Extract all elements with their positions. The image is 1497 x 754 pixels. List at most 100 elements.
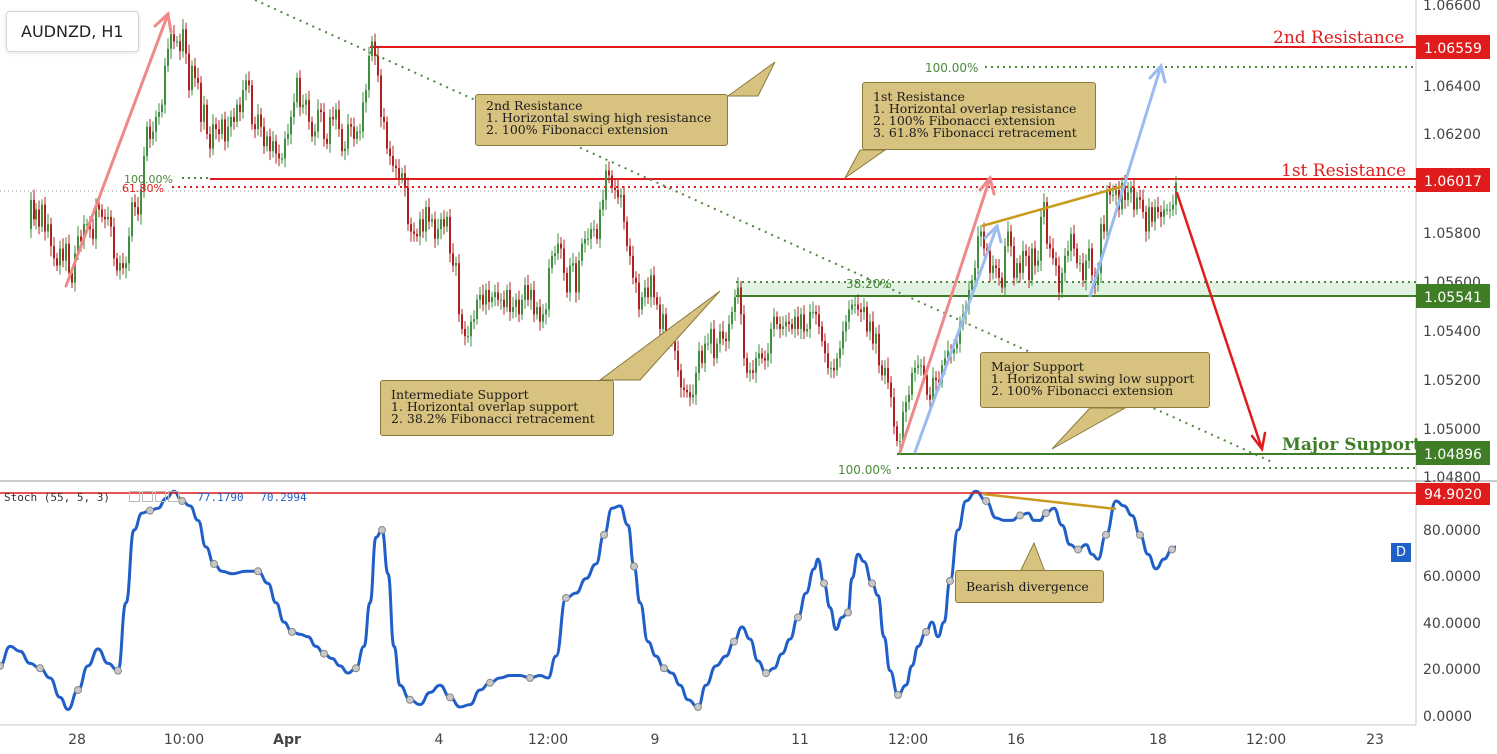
candle-body xyxy=(1154,207,1156,222)
stoch-tag[interactable]: 94.9020 xyxy=(1416,483,1490,505)
note-line: 1st Resistance xyxy=(873,89,965,104)
blue-arrow-1[interactable] xyxy=(913,223,1003,454)
major-support-note: Major Support 1. Horizontal swing low su… xyxy=(980,352,1210,408)
d-badge[interactable]: D xyxy=(1391,543,1411,562)
candle-body xyxy=(518,299,520,315)
price-tag-intermediate-support[interactable]: 1.05541 xyxy=(1416,284,1490,308)
candle-body xyxy=(1115,190,1117,195)
divergence-note: Bearish divergence xyxy=(955,570,1104,603)
fib-618-label: 61.80% xyxy=(122,182,164,195)
candle-body xyxy=(839,348,841,359)
candle-body xyxy=(776,316,778,325)
candle-body xyxy=(50,224,52,247)
candle-body xyxy=(368,56,370,91)
candle-body xyxy=(428,207,430,222)
candle-body xyxy=(230,116,232,127)
candle-body xyxy=(1025,250,1027,256)
candle-body xyxy=(524,285,526,300)
candle-body xyxy=(140,190,142,215)
settings-icon[interactable] xyxy=(141,491,153,502)
candle-body xyxy=(335,109,337,120)
candle-body xyxy=(356,131,358,139)
intermediate-support-note: Intermediate Support 1. Horizontal overl… xyxy=(380,380,614,436)
candle-body xyxy=(251,85,253,125)
candle-body xyxy=(701,350,703,364)
stoch-k-value: 77.1790 xyxy=(197,491,244,504)
stoch-marker xyxy=(694,703,702,712)
note-line: 2. 100% Fibonacci extension xyxy=(991,383,1174,398)
symbol-label[interactable]: AUDNZD, H1 xyxy=(6,11,139,52)
candle-body xyxy=(338,109,340,130)
wedge-upper-line[interactable] xyxy=(981,184,1125,228)
candle-body xyxy=(854,304,856,306)
stoch-marker xyxy=(1074,545,1082,554)
candle-body xyxy=(746,358,748,373)
candle-body xyxy=(1085,260,1087,281)
blue-arrow-2[interactable] xyxy=(1088,62,1167,298)
price-tag-first-resistance[interactable]: 1.06017 xyxy=(1416,168,1490,192)
stoch-legend[interactable]: Stoch (55, 5, 3) 77.1790 70.2994 xyxy=(4,491,307,504)
projected-down-arrow[interactable] xyxy=(1175,191,1267,452)
stoch-marker xyxy=(1042,509,1050,518)
candle-body xyxy=(152,131,154,139)
time-axis: 28 10:00 Apr 4 12:00 9 11 12:00 16 18 12… xyxy=(68,732,1384,748)
candle-body xyxy=(212,124,214,149)
candle-body xyxy=(362,102,364,132)
candle-body xyxy=(797,316,799,329)
price-tag-major-support[interactable]: 1.04896 xyxy=(1416,441,1490,465)
candle-body xyxy=(602,199,604,210)
candle-body xyxy=(215,124,217,130)
candle-body xyxy=(1049,243,1051,249)
note-line: 2. 38.2% Fibonacci retracement xyxy=(391,411,595,426)
price-tick: 1.05000 xyxy=(1423,422,1481,438)
candle-body xyxy=(575,263,577,293)
candle-body xyxy=(173,34,175,42)
candle-body xyxy=(398,168,400,178)
close-icon[interactable] xyxy=(154,491,166,502)
candle-body xyxy=(710,328,712,344)
note-line: 1. Horizontal swing low support xyxy=(991,371,1195,386)
stoch-marker xyxy=(210,560,218,568)
candle-body xyxy=(740,287,742,315)
candle-body xyxy=(1109,190,1111,195)
stoch-marker xyxy=(486,678,494,687)
eye-icon[interactable] xyxy=(128,491,140,502)
candle-body xyxy=(350,124,352,127)
candle-body xyxy=(539,307,541,322)
candle-body xyxy=(416,233,418,237)
price-tick: 1.05400 xyxy=(1423,324,1481,340)
candle-body xyxy=(218,129,220,135)
candlestick-series xyxy=(30,19,1177,451)
candle-body xyxy=(1067,250,1069,256)
candle-body xyxy=(626,221,628,247)
candle-body xyxy=(449,216,451,254)
stoch-marker xyxy=(762,669,770,678)
candle-body xyxy=(341,129,343,152)
price-tag-text: 1.06559 xyxy=(1424,41,1482,57)
candle-body xyxy=(104,216,106,220)
candle-body xyxy=(446,216,448,227)
pink-arrow-1[interactable] xyxy=(64,11,173,288)
candle-body xyxy=(182,29,184,52)
stoch-marker xyxy=(114,666,122,675)
candle-body xyxy=(476,299,478,320)
note-line: 2nd Resistance xyxy=(486,98,583,113)
price-tag-second-resistance[interactable]: 1.06559 xyxy=(1416,35,1490,59)
stoch-legend-buttons[interactable] xyxy=(128,491,181,504)
first-resistance-note: 1st Resistance 1. Horizontal overlap res… xyxy=(862,82,1096,150)
candle-body xyxy=(887,367,889,383)
candle-body xyxy=(512,307,514,312)
more-icon[interactable] xyxy=(167,491,179,502)
second-resistance-label: 2nd Resistance xyxy=(1273,28,1405,48)
candle-body xyxy=(899,441,901,443)
candle-body xyxy=(617,190,619,198)
candle-body xyxy=(833,367,835,371)
candle-body xyxy=(464,328,466,337)
pink-arrow-2[interactable] xyxy=(898,174,996,454)
candle-body xyxy=(665,314,667,339)
fib-100-retr-label: 100.00% xyxy=(124,173,173,186)
divergence-line[interactable] xyxy=(982,492,1117,511)
candle-body xyxy=(1037,260,1039,266)
candle-body xyxy=(788,321,790,325)
